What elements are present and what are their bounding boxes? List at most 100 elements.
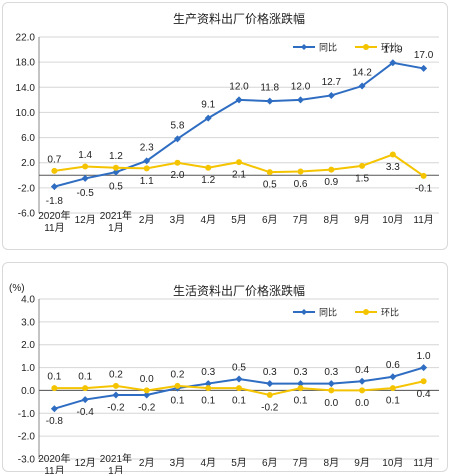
y-tick-label: 10.0	[16, 108, 36, 119]
y-axis-unit-label: (%)	[9, 283, 25, 294]
y-tick-label: 22.0	[16, 33, 36, 44]
data-label-yoy: 12.0	[291, 81, 311, 92]
y-tick-label: 18.0	[16, 58, 36, 69]
x-tick-label: 2月	[139, 214, 155, 226]
data-label-yoy: 0.1	[171, 396, 185, 407]
y-tick-label: 2.0	[21, 340, 35, 351]
legend-label-mom: 环比	[381, 42, 399, 54]
x-tick-label: 5月	[231, 457, 247, 469]
data-point-mom	[174, 382, 181, 389]
legend-label-yoy: 同比	[319, 307, 337, 319]
x-tick-label: 12月	[75, 214, 96, 226]
data-point-yoy	[297, 380, 305, 388]
data-point-yoy	[266, 97, 274, 105]
chart-panel-production: 生产资料出厂价格涨跌幅 -6.0 -2.0 2.0 6.0 10.0 14.0 18.0 22.…	[2, 2, 448, 250]
chart-title: 生活资料出厂价格涨跌幅	[173, 283, 305, 298]
data-label-mom: 1.5	[355, 173, 369, 184]
data-label-yoy: 0.5	[109, 182, 123, 193]
x-tick-label: 2021年 1月	[100, 452, 132, 474]
data-point-yoy	[327, 91, 335, 99]
data-label-yoy: 1.0	[417, 351, 431, 362]
data-label-yoy: -0.2	[107, 403, 125, 414]
data-point-yoy	[112, 391, 120, 399]
data-label-yoy: 12.0	[229, 81, 249, 92]
data-point-yoy	[358, 82, 366, 90]
data-label-mom: 1.4	[78, 150, 92, 161]
legend-label-mom: 环比	[381, 307, 399, 319]
data-point-yoy	[50, 183, 58, 191]
chart-production-materials: 生产资料出厂价格涨跌幅 -6.0 -2.0 2.0 6.0 10.0 14.0 18.0 22.…	[16, 11, 439, 234]
data-point-mom	[297, 168, 304, 175]
legend-marker-yoy	[301, 44, 307, 50]
y-tick-label: -2.0	[18, 432, 36, 443]
data-point-mom	[143, 165, 150, 172]
data-point-yoy	[81, 174, 89, 182]
data-label-mom: 0.6	[294, 179, 308, 190]
x-tick-label: 8月	[324, 214, 340, 226]
chart-consumer-goods: 生活资料出厂价格涨跌幅 (%) -3.0 -2.0 -1.0 0.0 1.0 2.0 3.0 4.…	[9, 283, 439, 474]
data-point-yoy	[297, 96, 305, 104]
data-point-yoy	[81, 396, 89, 404]
x-tick-label: 10月	[382, 457, 403, 469]
x-tick-label: 2020年 11月	[38, 209, 70, 234]
chart-panel-consumer: 生活资料出厂价格涨跌幅 (%) -3.0 -2.0 -1.0 0.0 1.0 2.0 3.0 4.…	[2, 262, 448, 474]
data-label-mom: 0.0	[140, 374, 154, 385]
data-point-mom	[236, 159, 242, 166]
data-label-yoy: 0.6	[386, 360, 400, 371]
x-tick-label: 8月	[324, 457, 340, 469]
data-point-mom	[174, 159, 181, 166]
chart-title: 生产资料出厂价格涨跌幅	[173, 11, 305, 26]
data-label-mom: 0.5	[263, 180, 277, 191]
data-point-yoy	[204, 380, 212, 388]
data-label-mom: 1.2	[201, 175, 215, 186]
x-tick-label: 2月	[139, 457, 155, 469]
data-point-yoy	[389, 59, 397, 67]
x-tick-label: 7月	[293, 457, 309, 469]
data-label-mom: 0.1	[386, 396, 400, 407]
data-point-yoy	[173, 135, 181, 143]
data-point-mom	[112, 164, 119, 171]
data-label-yoy: 0.4	[355, 365, 369, 376]
y-tick-label: 14.0	[16, 83, 36, 94]
data-label-yoy: 0.5	[232, 363, 246, 374]
x-tick-label: 4月	[200, 214, 216, 226]
x-tick-label: 3月	[170, 457, 186, 469]
y-tick-label: 4.0	[21, 295, 35, 306]
data-point-yoy	[358, 377, 366, 385]
x-tick-label: 2020年 11月	[38, 452, 70, 474]
data-point-mom	[328, 166, 335, 173]
data-label-yoy: -0.8	[46, 416, 64, 427]
data-point-yoy	[389, 373, 397, 381]
data-label-mom: 0.0	[324, 398, 338, 409]
data-point-mom	[420, 378, 427, 385]
x-tick-label: 5月	[231, 214, 247, 226]
data-point-mom	[205, 385, 212, 392]
data-point-yoy	[143, 157, 151, 165]
data-label-mom: -0.2	[261, 403, 279, 414]
data-label-mom: 0.1	[78, 372, 92, 383]
data-label-yoy: 2.3	[140, 142, 154, 153]
data-point-yoy	[420, 364, 428, 372]
data-label-yoy: 14.2	[352, 68, 372, 79]
data-point-yoy	[266, 380, 274, 388]
data-point-mom	[82, 385, 89, 392]
x-tick-label: 4月	[200, 457, 216, 469]
data-label-yoy: 9.1	[201, 100, 215, 111]
data-point-mom	[266, 169, 273, 176]
data-label-mom: 0.0	[355, 398, 369, 409]
legend-marker-mom	[363, 309, 369, 315]
x-tick-label: 2021年 1月	[100, 209, 132, 234]
data-label-mom: 2.0	[171, 170, 185, 181]
y-tick-label: 6.0	[21, 133, 35, 144]
x-tick-label: 11月	[413, 457, 433, 469]
legend-marker-yoy	[301, 309, 307, 315]
data-point-mom	[51, 385, 58, 392]
data-label-mom: 0.7	[47, 154, 61, 165]
data-point-yoy	[50, 405, 58, 413]
x-tick-label: 3月	[170, 214, 186, 226]
legend-marker-mom	[363, 44, 369, 50]
data-label-mom: 3.3	[386, 162, 400, 173]
data-label-mom: -0.1	[415, 183, 433, 194]
data-label-yoy: 0.3	[294, 367, 308, 378]
data-point-mom	[359, 387, 366, 394]
